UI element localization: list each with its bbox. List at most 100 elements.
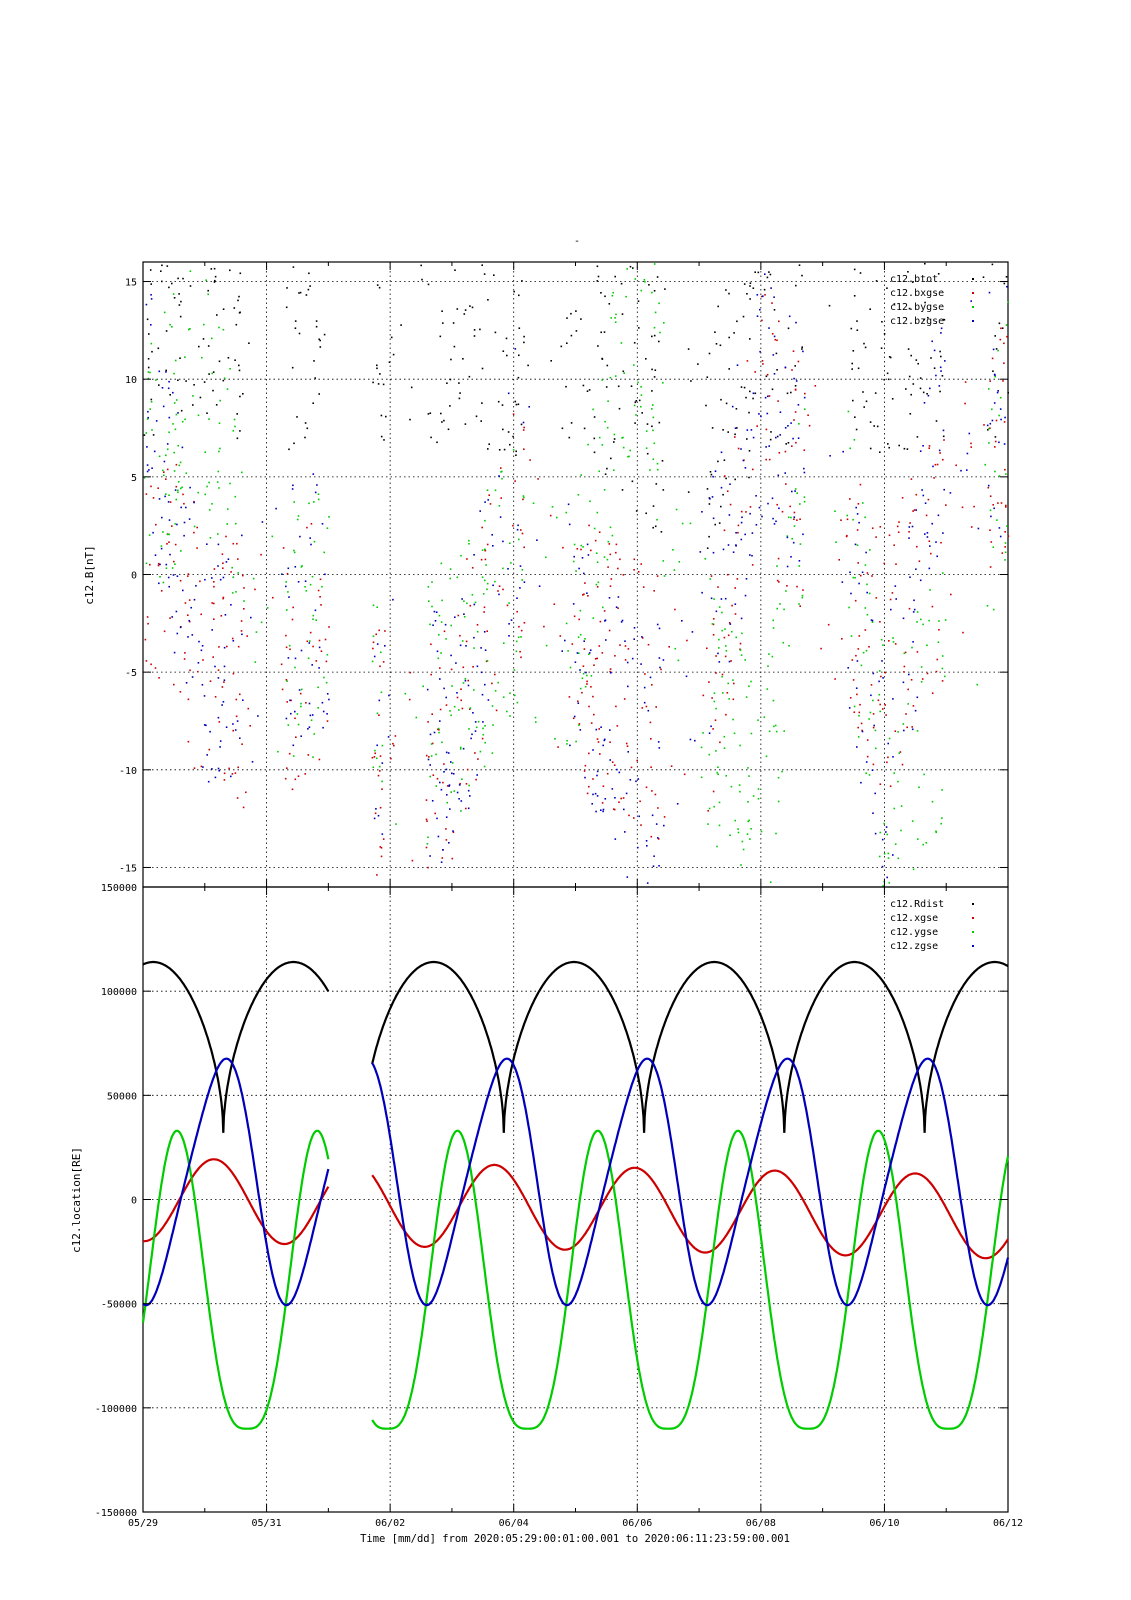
magnetic-field-point-bygse xyxy=(207,293,209,296)
magnetic-field-point-btot xyxy=(776,369,778,371)
magnetic-field-point-bzgse xyxy=(758,413,760,415)
magnetic-field-point-btot xyxy=(715,343,718,345)
magnetic-field-point-bxgse xyxy=(955,464,957,467)
magnetic-field-point-bygse xyxy=(211,337,213,340)
magnetic-field-point-bygse xyxy=(522,495,525,497)
magnetic-field-point-btot xyxy=(887,378,890,381)
magnetic-field-point-bygse xyxy=(166,533,169,536)
magnetic-field-point-bxgse xyxy=(145,493,148,495)
magnetic-field-point-bygse xyxy=(935,831,937,834)
magnetic-field-point-bzgse xyxy=(903,729,905,732)
magnetic-field-point-bygse xyxy=(775,832,777,835)
magnetic-field-point-bxgse xyxy=(778,452,781,454)
magnetic-field-point-bzgse xyxy=(257,715,259,717)
magnetic-field-point-bxgse xyxy=(289,648,291,651)
magnetic-field-point-bygse xyxy=(520,636,522,638)
magnetic-field-point-btot xyxy=(570,422,573,424)
magnetic-field-point-bxgse xyxy=(784,450,787,453)
magnetic-field-point-bygse xyxy=(610,317,612,319)
magnetic-field-point-bxgse xyxy=(827,623,830,626)
magnetic-field-point-bzgse xyxy=(234,729,237,731)
magnetic-field-point-bxgse xyxy=(907,688,909,691)
magnetic-field-point-bxgse xyxy=(469,604,472,607)
magnetic-field-point-bzgse xyxy=(148,469,150,471)
magnetic-field-point-bygse xyxy=(747,801,749,803)
magnetic-field-point-bxgse xyxy=(745,511,747,513)
magnetic-field-point-bxgse xyxy=(970,442,972,445)
magnetic-field-point-bxgse xyxy=(518,625,520,628)
magnetic-field-point-bzgse xyxy=(318,667,320,669)
magnetic-field-point-bygse xyxy=(162,469,164,472)
magnetic-field-point-bxgse xyxy=(778,581,780,583)
magnetic-field-point-bxgse xyxy=(934,463,937,466)
magnetic-field-point-bygse xyxy=(203,323,205,326)
magnetic-field-point-bzgse xyxy=(949,492,952,494)
magnetic-field-point-bzgse xyxy=(802,350,804,353)
magnetic-field-point-btot xyxy=(493,274,495,276)
magnetic-field-point-bxgse xyxy=(651,790,653,792)
magnetic-field-point-bygse xyxy=(718,606,721,608)
magnetic-field-point-bygse xyxy=(376,606,378,608)
magnetic-field-point-bxgse xyxy=(523,546,525,549)
magnetic-field-point-bxgse xyxy=(390,757,392,760)
magnetic-field-point-btot xyxy=(161,264,163,267)
magnetic-field-point-bxgse xyxy=(928,540,931,542)
magnetic-field-point-bzgse xyxy=(454,616,456,618)
magnetic-field-point-btot xyxy=(169,394,171,396)
magnetic-field-point-bzgse xyxy=(158,370,161,373)
magnetic-field-point-btot xyxy=(653,290,656,292)
magnetic-field-point-bzgse xyxy=(991,419,994,422)
magnetic-field-point-bygse xyxy=(900,829,902,832)
magnetic-field-point-btot xyxy=(443,419,445,422)
magnetic-field-point-btot xyxy=(421,278,423,281)
magnetic-field-point-bygse xyxy=(231,592,234,594)
location-y-tick-label: -50000 xyxy=(101,1300,137,1311)
magnetic-field-point-bxgse xyxy=(870,684,873,686)
magnetic-field-point-bzgse xyxy=(219,578,222,581)
magnetic-field-point-bzgse xyxy=(165,563,168,566)
magnetic-field-point-btot xyxy=(319,339,321,342)
magnetic-field-point-bzgse xyxy=(850,592,852,595)
magnetic-field-point-btot xyxy=(994,436,997,438)
magnetic-field-point-bxgse xyxy=(602,785,605,787)
magnetic-field-point-bzgse xyxy=(205,724,207,727)
magnetic-field-point-bxgse xyxy=(785,483,787,485)
magnetic-field-point-btot xyxy=(888,356,891,358)
magnetic-field-point-bygse xyxy=(862,502,864,504)
magnetic-field-point-bxgse xyxy=(603,610,606,612)
magnetic-field-point-bxgse xyxy=(989,495,992,497)
magnetic-field-point-bygse xyxy=(312,614,315,617)
magnetic-field-point-bzgse xyxy=(442,849,444,851)
magnetic-field-point-bxgse xyxy=(754,371,756,373)
magnetic-field-point-bxgse xyxy=(964,402,966,405)
magnetic-field-point-bxgse xyxy=(514,480,516,482)
magnetic-field-point-btot xyxy=(206,412,208,414)
magnetic-field-point-bxgse xyxy=(796,519,798,521)
magnetic-field-point-bygse xyxy=(604,420,606,423)
magnetic-field-point-bxgse xyxy=(596,738,599,740)
location-y-tick-label: 100000 xyxy=(101,987,137,998)
magnetic-field-point-bygse xyxy=(898,752,901,754)
magnetic-field-point-btot xyxy=(309,285,311,287)
magnetic-field-point-bxgse xyxy=(483,611,485,613)
magnetic-field-point-bzgse xyxy=(439,678,441,680)
magnetic-field-point-bzgse xyxy=(586,592,588,594)
magnetic-field-point-bzgse xyxy=(434,620,437,622)
magnetic-field-point-bzgse xyxy=(470,737,472,740)
magnetic-field-point-bxgse xyxy=(771,333,774,335)
magnetic-field-point-bygse xyxy=(911,646,913,649)
magnetic-field-point-bzgse xyxy=(307,728,309,730)
magnetic-field-point-btot xyxy=(441,421,443,423)
magnetic-field-point-bzgse xyxy=(623,808,625,811)
magnetic-field-point-bygse xyxy=(296,713,299,715)
magnetic-field-point-btot xyxy=(512,435,514,438)
magnetic-field-point-btot xyxy=(515,454,517,456)
magnetic-field-point-bygse xyxy=(440,562,443,565)
magnetic-field-point-bzgse xyxy=(966,452,969,455)
magnetic-field-point-bzgse xyxy=(942,532,944,534)
magnetic-field-point-bzgse xyxy=(794,490,796,492)
magnetic-field-point-bxgse xyxy=(609,741,611,743)
magnetic-field-point-bxgse xyxy=(506,604,509,607)
magnetic-field-point-btot xyxy=(447,428,450,431)
